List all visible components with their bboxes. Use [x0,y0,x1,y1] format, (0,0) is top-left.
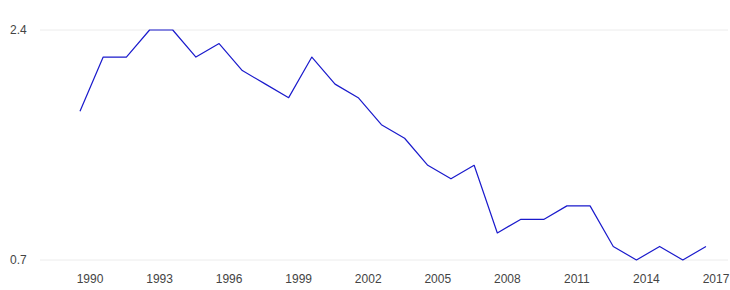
y-tick-label: 0.7 [10,253,27,267]
x-tick-label: 2017 [703,272,730,286]
x-tick-label: 2005 [424,272,451,286]
x-tick-label: 1990 [77,272,104,286]
x-tick-label: 2014 [633,272,660,286]
chart-svg: 0.7 2.4 1990 1993 1996 1999 2002 2005 2008 2011 20… [0,0,730,290]
x-tick-label: 2008 [494,272,521,286]
data-line [80,30,706,260]
x-tick-label: 1996 [216,272,243,286]
plot-area [80,30,706,260]
x-tick-label: 1993 [146,272,173,286]
x-tick-label: 2011 [564,272,590,286]
chart-container: 0.7 2.4 1990 1993 1996 1999 2002 2005 2008 2011 20… [0,0,730,290]
grid-line [40,260,728,261]
x-tick-label: 1999 [285,272,312,286]
grid-line [40,30,728,31]
y-tick-label: 2.4 [10,23,27,37]
x-tick-label: 2002 [355,272,382,286]
